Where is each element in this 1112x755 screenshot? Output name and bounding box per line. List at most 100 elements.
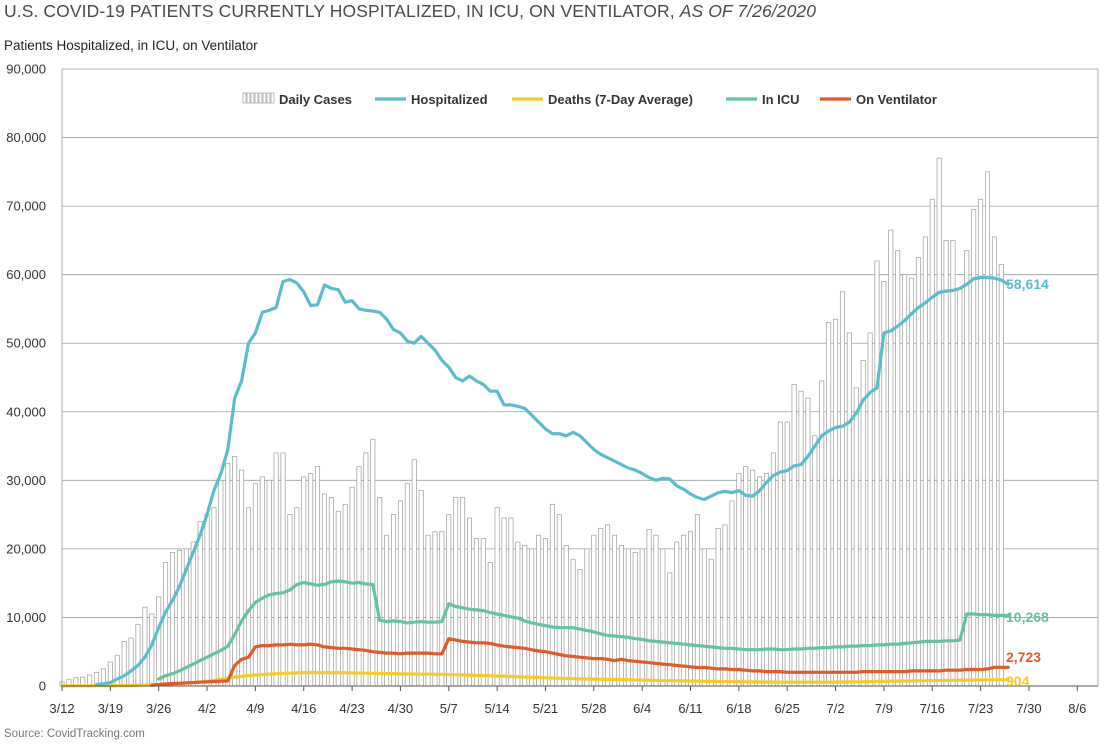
end-label-deaths: 904: [1006, 673, 1030, 689]
y-tick-label: 30,000: [6, 473, 46, 488]
y-tick-label: 10,000: [6, 610, 46, 625]
legend-swatch-bar: [270, 92, 275, 104]
hospitalized-line: [94, 275, 1010, 687]
daily-case-bar: [888, 229, 894, 687]
daily-case-bar: [239, 469, 245, 687]
legend-swatch-bar: [254, 92, 259, 104]
daily-case-bar: [536, 534, 542, 687]
daily-case-bar: [397, 500, 403, 687]
daily-case-bar: [542, 538, 548, 687]
daily-case-bar: [176, 549, 182, 687]
daily-case-bar: [805, 397, 811, 687]
x-tick-label: 4/16: [291, 701, 316, 716]
chart-title-date: AS OF 7/26/2020: [679, 1, 817, 21]
x-tick-label: 6/25: [775, 701, 800, 716]
daily-case-bar: [867, 332, 873, 687]
daily-case-bar: [556, 514, 562, 687]
x-tick-label: 3/19: [98, 701, 123, 716]
y-axis-label: Patients Hospitalized, in ICU, on Ventil…: [4, 38, 258, 53]
daily-case-bar: [736, 473, 742, 687]
end-label-ventilator: 2,723: [1006, 649, 1041, 665]
daily-case-bar: [784, 421, 790, 687]
y-tick-label: 0: [39, 679, 46, 694]
daily-case-bar: [204, 514, 210, 687]
daily-case-bar: [308, 473, 314, 687]
daily-case-bar: [549, 503, 555, 687]
daily-case-bar: [991, 236, 997, 687]
daily-case-bar: [563, 545, 569, 687]
daily-case-bar: [142, 606, 148, 687]
daily-case-bar: [722, 524, 728, 687]
daily-case-bar: [377, 497, 383, 687]
in-icu-line: [157, 579, 1010, 681]
daily-case-bar: [639, 548, 645, 687]
daily-case-bar: [460, 497, 466, 687]
x-tick-label: 7/23: [968, 701, 993, 716]
daily-case-bar: [584, 548, 590, 687]
daily-case-bar: [342, 503, 348, 687]
legend-label-deaths-7-day-average: Deaths (7-Day Average): [548, 92, 693, 107]
daily-case-bar: [763, 473, 769, 687]
daily-case-bar: [839, 291, 845, 687]
daily-case-bar: [425, 534, 431, 687]
daily-case-bar: [750, 469, 756, 687]
daily-case-bar: [522, 545, 528, 687]
daily-case-bar: [715, 527, 721, 687]
legend-swatch-bar: [242, 92, 247, 104]
daily-case-bar: [598, 527, 604, 687]
x-tick-label: 7/16: [920, 701, 945, 716]
x-tick-label: 5/28: [581, 701, 606, 716]
chart-title: U.S. COVID-19 PATIENTS CURRENTLY HOSPITA…: [4, 1, 816, 22]
daily-case-bar: [688, 531, 693, 687]
daily-case-bar: [895, 250, 901, 687]
daily-case-bar: [860, 360, 866, 687]
daily-case-bar: [743, 466, 749, 687]
daily-case-bar: [846, 332, 852, 687]
x-tick-label: 7/30: [1016, 701, 1041, 716]
legend-label-in-icu: In ICU: [762, 92, 800, 107]
daily-case-bar: [467, 517, 472, 687]
legend-label-daily-cases: Daily Cases: [279, 92, 352, 107]
daily-case-bar: [487, 562, 493, 687]
legend-label-on-ventilator: On Ventilator: [856, 92, 937, 107]
daily-cases-bars: [59, 157, 1004, 687]
legend-swatch-bar: [246, 92, 251, 104]
daily-case-bar: [618, 545, 624, 687]
series-lines: [60, 275, 1010, 688]
daily-case-bar: [529, 548, 535, 687]
chart-title-main: U.S. COVID-19 PATIENTS CURRENTLY HOSPITA…: [4, 1, 680, 21]
daily-case-bar: [121, 641, 127, 687]
source-note: Source: CovidTracking.com: [4, 728, 145, 740]
daily-case-bar: [625, 548, 631, 687]
daily-case-bar: [287, 514, 293, 687]
daily-case-bar: [273, 452, 279, 687]
daily-case-bar: [404, 483, 410, 687]
daily-case-bar: [135, 623, 141, 687]
daily-case-bar: [985, 171, 990, 687]
x-tick-label: 6/18: [726, 701, 751, 716]
daily-case-bar: [729, 500, 735, 687]
daily-case-bar: [791, 384, 797, 687]
legend-swatch-bar: [250, 92, 255, 104]
axes: 0 10,000 20,000 30,000 40,000 50,000 60,000 70,…: [6, 62, 1099, 716]
legend-swatch-daily-cases: [242, 92, 275, 104]
x-tick-label: 4/9: [246, 701, 264, 716]
daily-case-bar: [508, 517, 514, 687]
daily-case-bar: [494, 507, 500, 687]
x-tick-label: 7/9: [875, 701, 893, 716]
daily-case-bar: [473, 538, 479, 687]
daily-case-bar: [853, 387, 859, 687]
y-tick-label: 40,000: [6, 404, 46, 419]
daily-case-bar: [446, 514, 452, 687]
daily-case-bar: [328, 497, 334, 687]
y-tick-label: 20,000: [6, 541, 46, 556]
x-tick-label: 6/11: [678, 701, 702, 716]
x-tick-label: 5/7: [440, 701, 458, 716]
x-tick-label: 4/23: [339, 701, 364, 716]
daily-case-bar: [681, 534, 687, 687]
daily-case-bar: [632, 551, 638, 687]
x-tick-label: 7/2: [827, 701, 845, 716]
daily-case-bar: [833, 318, 839, 687]
daily-case-bar: [232, 455, 238, 687]
end-label-icu: 10,268: [1006, 609, 1049, 625]
